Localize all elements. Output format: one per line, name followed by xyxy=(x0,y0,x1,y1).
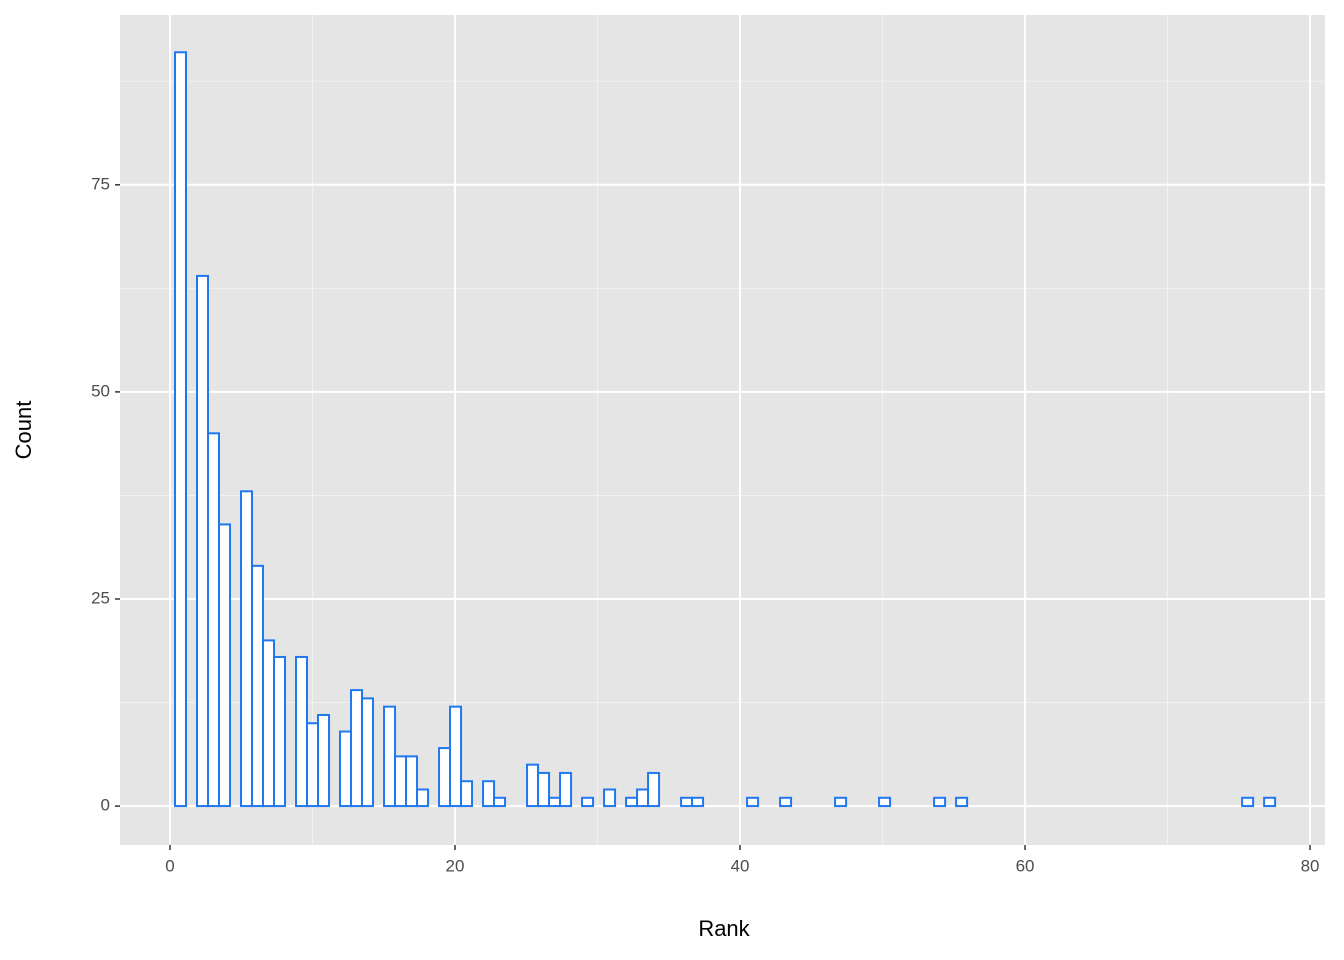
histogram-bar xyxy=(834,796,848,808)
x-tick-label: 20 xyxy=(446,856,465,875)
y-tick-label: 75 xyxy=(91,174,110,193)
x-axis-title: Rank xyxy=(698,916,750,941)
histogram-bar xyxy=(526,763,540,808)
histogram-bar xyxy=(339,730,353,808)
histogram-bar xyxy=(779,796,793,808)
y-tick-label: 0 xyxy=(101,796,110,815)
x-tick-label: 80 xyxy=(1301,856,1320,875)
histogram-bar xyxy=(933,796,947,808)
histogram-bar xyxy=(955,796,969,808)
histogram-bar xyxy=(548,796,562,808)
histogram-bar xyxy=(647,771,661,808)
histogram-bar xyxy=(394,755,408,808)
histogram-bar xyxy=(680,796,694,808)
histogram-bar xyxy=(251,564,265,808)
histogram-bar xyxy=(746,796,760,808)
histogram-bar xyxy=(1241,796,1255,808)
histogram-bar xyxy=(383,705,397,808)
histogram-bar xyxy=(240,490,254,808)
histogram-bar xyxy=(878,796,892,808)
histogram-bar xyxy=(460,780,474,808)
panel xyxy=(120,15,1325,845)
histogram-bar xyxy=(295,655,309,808)
y-tick-label: 50 xyxy=(91,381,110,400)
histogram-bar xyxy=(1263,796,1277,808)
x-tick-label: 60 xyxy=(1016,856,1035,875)
histogram-bar xyxy=(493,796,507,808)
histogram-bar xyxy=(273,655,287,808)
histogram-bar xyxy=(361,697,375,808)
histogram-bar xyxy=(625,796,639,808)
histogram-bar xyxy=(537,771,551,808)
histogram-bar xyxy=(636,788,650,808)
histogram-bar xyxy=(691,796,705,808)
histogram-bar xyxy=(603,788,617,808)
histogram-bar xyxy=(405,755,419,808)
x-tick-label: 40 xyxy=(731,856,750,875)
histogram-bar xyxy=(262,639,276,808)
histogram-bar xyxy=(416,788,430,808)
y-tick-label: 25 xyxy=(91,588,110,607)
histogram-bar xyxy=(559,771,573,808)
histogram-bar xyxy=(207,432,221,808)
histogram-bar xyxy=(482,780,496,808)
histogram-bar xyxy=(196,274,210,808)
histogram-bar xyxy=(581,796,595,808)
y-axis-title: Count xyxy=(11,401,36,460)
histogram-bar xyxy=(350,689,364,808)
histogram-bar xyxy=(317,713,331,808)
histogram-bar xyxy=(174,51,188,808)
histogram-bar xyxy=(438,747,452,808)
histogram-bar xyxy=(449,705,463,808)
histogram-bar xyxy=(218,523,232,808)
x-tick-label: 0 xyxy=(165,856,174,875)
histogram-bar xyxy=(306,722,320,808)
